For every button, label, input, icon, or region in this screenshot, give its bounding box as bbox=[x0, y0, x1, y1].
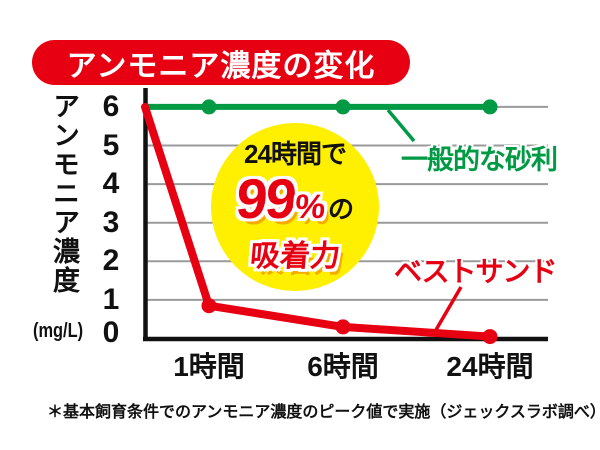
series-dot bbox=[335, 319, 351, 335]
chart-title-pill: アンモニア濃度の変化 bbox=[32, 40, 410, 85]
highlight-badge: 24時間で 99 % の 吸着力 bbox=[211, 123, 379, 291]
x-tick-label: 6時間 bbox=[307, 351, 379, 382]
y-axis-label: アンモニア濃度 bbox=[49, 92, 79, 295]
series-dot bbox=[482, 329, 498, 345]
badge-line3: 吸着力 bbox=[248, 240, 342, 273]
badge-line1: 24時間で bbox=[244, 139, 347, 169]
y-tick-label: 2 bbox=[102, 244, 120, 278]
series-line-bestsand bbox=[141, 102, 494, 341]
y-tick-label: 5 bbox=[102, 128, 120, 162]
legend-callout-bestsand bbox=[431, 286, 463, 336]
footnote: ＊基本飼育条件でのアンモニア濃度のピーク値で実施（ジェックスラボ調べ） bbox=[47, 404, 600, 421]
legend-gravel-label: 一般的な砂利 bbox=[401, 145, 558, 175]
chart-title: アンモニア濃度の変化 bbox=[66, 49, 376, 83]
badge-line2: 99 % の bbox=[233, 167, 357, 237]
y-tick-label: 1 bbox=[102, 282, 120, 316]
y-axis-unit: (mg/L) bbox=[33, 320, 84, 342]
series-dot bbox=[201, 298, 217, 314]
x-tick-label: 24時間 bbox=[446, 351, 534, 382]
series-dot bbox=[201, 99, 217, 115]
legend-bestsand-label: ベストサンド bbox=[394, 256, 558, 287]
series-dot bbox=[482, 99, 498, 115]
y-tick-label: 0 bbox=[102, 315, 120, 349]
x-tick-label: 1時間 bbox=[173, 351, 245, 382]
badge-percent-value: 99 bbox=[233, 167, 298, 230]
legend-callout-gravel bbox=[386, 108, 416, 143]
y-tick-label: 3 bbox=[102, 205, 120, 239]
y-tick-label: 4 bbox=[102, 167, 120, 201]
y-tick-label: 6 bbox=[102, 89, 120, 123]
badge-percent-sign: % bbox=[293, 188, 327, 226]
series-dot bbox=[335, 99, 351, 115]
badge-particle: の bbox=[326, 194, 356, 224]
